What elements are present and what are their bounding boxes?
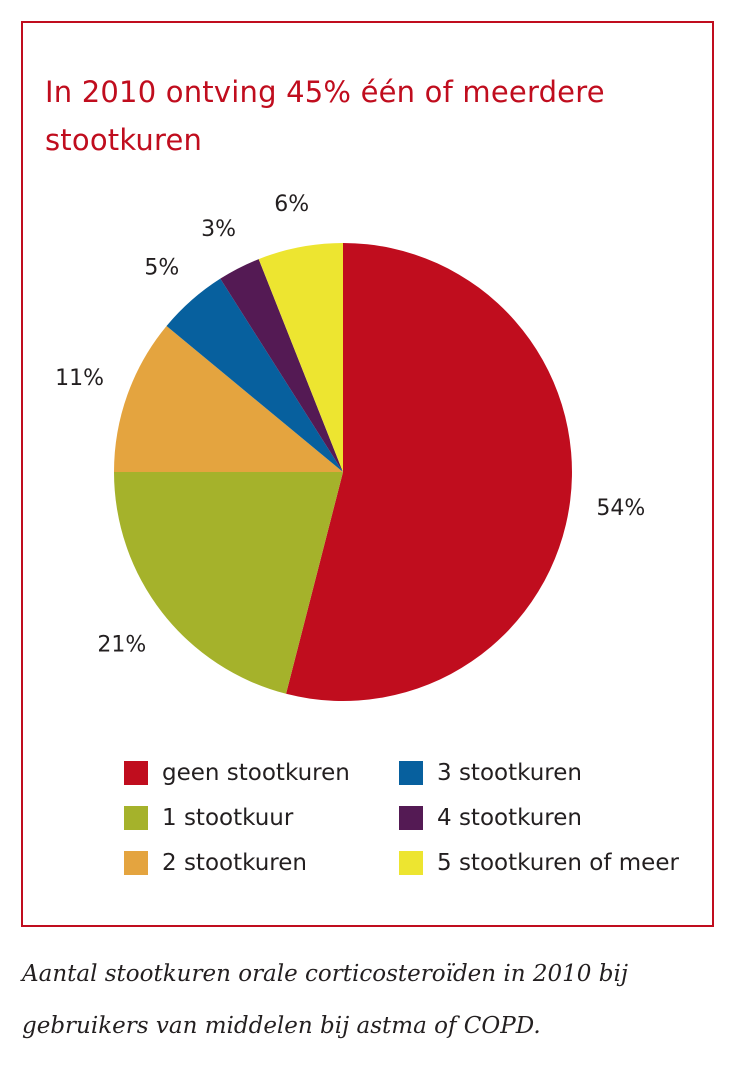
pie-slice-geen-stootkuren — [286, 243, 572, 701]
caption-line-2: gebruikers van middelen bij astma of COP… — [22, 1013, 541, 1039]
pie-label-3-stootkuren: 5% — [144, 256, 179, 281]
pie-slice-4-stootkuren — [220, 259, 343, 472]
pie-slice-1-stootkuur — [113, 472, 343, 694]
pie-label-2-stootkuren: 11% — [55, 366, 104, 391]
legend-item-2-stootkuren: 2 stootkuren — [124, 850, 307, 876]
legend-item-3-stootkuren: 3 stootkuren — [399, 760, 582, 786]
legend-label: geen stootkuren — [162, 760, 350, 786]
pie-slice-3-stootkuren — [166, 278, 343, 472]
pie-label-1-stootkuur: 21% — [97, 633, 146, 658]
legend-swatch — [124, 851, 148, 875]
pie-label-4-stootkuren: 3% — [201, 217, 236, 242]
chart-legend: geen stootkuren 1 stootkuur 2 stootkuren… — [124, 760, 724, 890]
pie-slice-2-stootkuren — [114, 326, 343, 472]
legend-item-4-stootkuren: 4 stootkuren — [399, 805, 582, 831]
pie-slice-5-stootkuren-of-meer — [258, 243, 343, 472]
caption-line-1: Aantal stootkuren orale corticosteroïden… — [22, 961, 628, 987]
pie-label-geen-stootkuren: 54% — [596, 496, 645, 521]
legend-label: 3 stootkuren — [437, 760, 582, 786]
figure-caption: Aantal stootkuren orale corticosteroïden… — [22, 948, 722, 1052]
legend-label: 2 stootkuren — [162, 850, 307, 876]
legend-label: 1 stootkuur — [162, 805, 294, 831]
pie-slices — [113, 243, 572, 701]
chart-title: In 2010 ontving 45% één of meerdere stoo… — [45, 75, 605, 157]
legend-item-1-stootkuur: 1 stootkuur — [124, 805, 293, 831]
chart-frame — [21, 21, 714, 927]
legend-swatch — [399, 851, 423, 875]
legend-label: 4 stootkuren — [437, 805, 582, 831]
legend-swatch — [399, 761, 423, 785]
legend-swatch — [124, 761, 148, 785]
legend-label: 5 stootkuren of meer — [437, 850, 679, 876]
pie-labels: 54% 21% 11% 5% 3% 6% — [55, 192, 645, 658]
legend-swatch — [124, 806, 148, 830]
legend-item-geen-stootkuren: geen stootkuren — [124, 760, 350, 786]
pie-label-5-stootkuren-of-meer: 6% — [274, 192, 309, 217]
legend-swatch — [399, 806, 423, 830]
legend-item-5-stootkuren-of-meer: 5 stootkuren of meer — [399, 850, 679, 876]
